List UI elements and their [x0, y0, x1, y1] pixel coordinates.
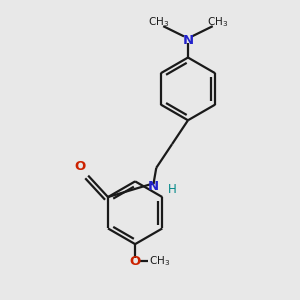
- Text: O: O: [74, 160, 86, 173]
- Text: N: N: [182, 34, 194, 47]
- Text: CH$_3$: CH$_3$: [207, 15, 228, 29]
- Text: O: O: [130, 255, 141, 268]
- Text: H: H: [168, 183, 176, 196]
- Text: N: N: [147, 181, 158, 194]
- Text: CH$_3$: CH$_3$: [148, 15, 169, 29]
- Text: CH$_3$: CH$_3$: [149, 254, 170, 268]
